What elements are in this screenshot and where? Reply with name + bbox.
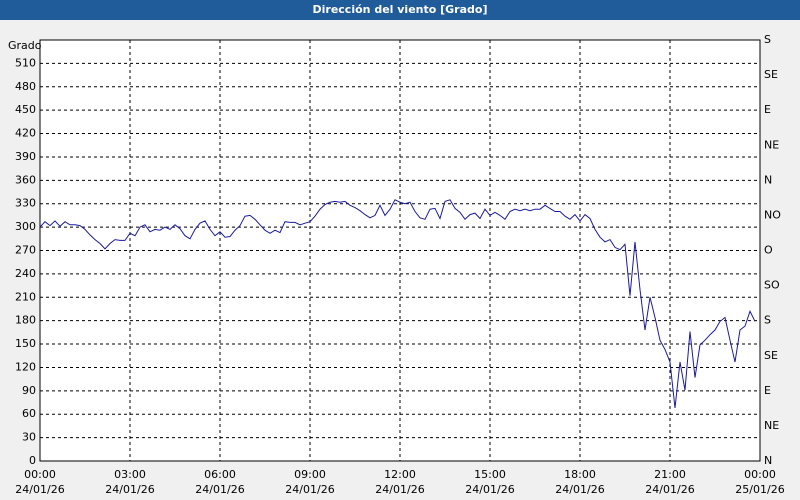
y-tick-label: 330 [15,197,36,210]
x-tick-label: 21:00 24/01/26 [645,468,694,496]
y-tick-label: 270 [15,244,36,257]
y2-tick-label: SE [764,68,778,81]
y2-tick-label: NO [764,208,781,221]
y-tick-label: 90 [22,384,36,397]
y-tick-label: 210 [15,290,36,303]
y2-tick-label: E [764,384,771,397]
data-line [39,199,756,409]
y-tick-label: 360 [15,173,36,186]
x-tick-label-line: 03:00 [114,468,146,481]
y2-tick-label: S [764,314,771,327]
x-tick-label-line: 09:00 [294,468,326,481]
x-tick-label-line: 12:00 [384,468,416,481]
y-tick-label: 480 [15,80,36,93]
x-tick-label: 00:00 25/01/26 [735,468,784,496]
x-tick-label-line: 24/01/26 [645,483,694,496]
x-tick-label-line: 06:00 [204,468,236,481]
x-tick-label-line: 24/01/26 [555,483,604,496]
x-tick-label: 06:00 24/01/26 [195,468,244,496]
y2-tick-label: SO [764,279,780,292]
title-bar [0,0,800,20]
x-tick-label: 00:00 24/01/26 [15,468,64,496]
y-tick-label: 150 [15,337,36,350]
y-tick-label: 0 [29,454,36,467]
y-tick-label: 450 [15,103,36,116]
y-tick-label: 30 [22,431,36,444]
x-tick-label-line: 24/01/26 [195,483,244,496]
y-tick-label: 300 [15,220,36,233]
x-tick-label-line: 24/01/26 [15,483,64,496]
x-tick-label-line: 15:00 [474,468,506,481]
x-tick-label-line: 24/01/26 [105,483,154,496]
y-tick-label: 60 [22,407,36,420]
y2-tick-label: E [764,103,771,116]
x-tick-label: 12:00 24/01/26 [375,468,424,496]
x-tick-label-line: 00:00 [24,468,56,481]
y2-tick-label: SE [764,349,778,362]
x-tick-label: 15:00 24/01/26 [465,468,514,496]
x-tick-label-line: 21:00 [654,468,686,481]
x-tick-label-line: 24/01/26 [465,483,514,496]
y2-tick-label: N [764,454,772,467]
y2-tick-label: NE [764,138,779,151]
x-tick-label: 18:00 24/01/26 [555,468,604,496]
y-tick-label: 240 [15,267,36,280]
x-tick-label: 03:00 24/01/26 [105,468,154,496]
y2-tick-label: NE [764,419,779,432]
x-tick-label-line: 24/01/26 [375,483,424,496]
x-tick-label-line: 24/01/26 [285,483,334,496]
x-tick-label: 09:00 24/01/26 [285,468,334,496]
y2-tick-label: O [764,244,773,257]
x-tick-label-line: 25/01/26 [735,483,784,496]
x-tick-label-line: 00:00 [744,468,776,481]
y2-tick-label: N [764,173,772,186]
y2-tick-label: S [764,33,771,46]
y-tick-label: 420 [15,127,36,140]
y-tick-label: 180 [15,314,36,327]
chart-title: Dirección del viento [Grado] [313,3,488,16]
y-axis-label: Grado [8,39,42,52]
y-tick-label: 510 [15,56,36,69]
y-tick-label: 390 [15,150,36,163]
x-tick-label-line: 18:00 [564,468,596,481]
y-tick-label: 120 [15,360,36,373]
